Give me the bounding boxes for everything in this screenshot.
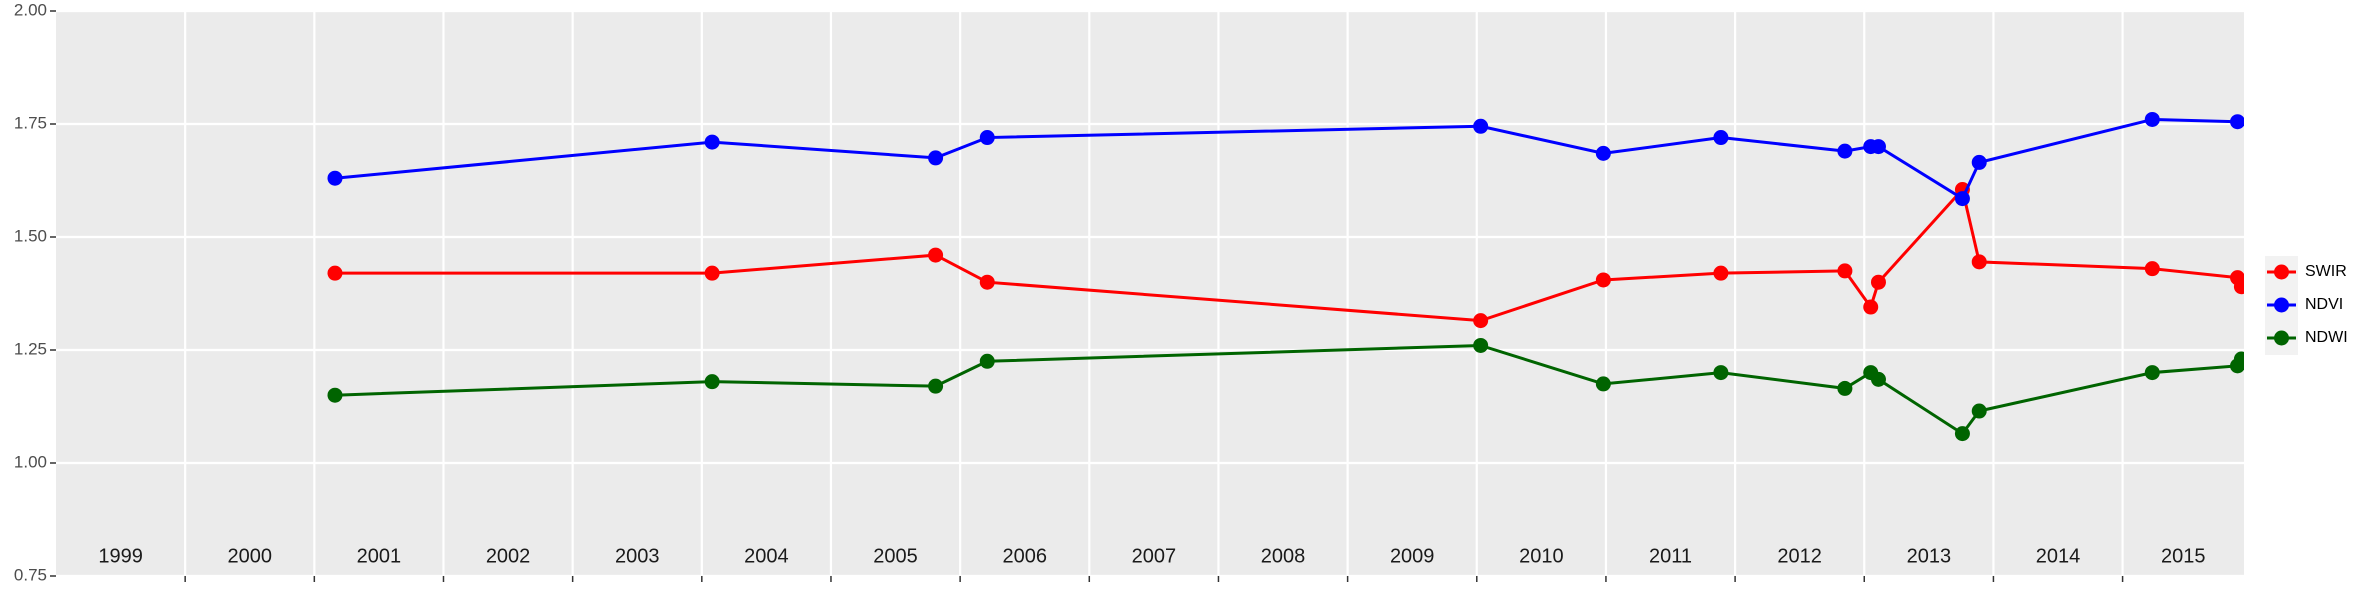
data-point [2144,261,2160,277]
y-tick-label: 1.25 [14,339,47,358]
data-point [1870,274,1886,290]
data-point [1595,272,1611,288]
data-point [1971,254,1987,270]
data-point [1971,403,1987,419]
year-label: 2006 [1002,545,1047,567]
data-point [1954,426,1970,442]
grid [56,9,2244,578]
data-point [704,265,720,281]
data-point [2144,365,2160,381]
data-point [2233,351,2244,367]
data-point [1713,130,1729,146]
year-label: 2010 [1519,545,1564,567]
data-point [1837,380,1853,396]
year-label: 2008 [1261,545,1306,567]
legend-label: NDVI [2305,296,2343,313]
year-label: 2001 [357,545,402,567]
data-point [979,130,995,146]
data-point [1954,191,1970,207]
year-label: 2000 [227,545,272,567]
y-tick-label: 1.50 [14,226,47,245]
data-point [1713,365,1729,381]
legend-marker [2274,297,2289,313]
data-point [2230,114,2244,130]
data-point [928,247,944,263]
data-point [1870,371,1886,387]
data-point [1473,313,1489,329]
data-point [979,353,995,369]
year-label: 2003 [615,545,660,567]
axes: 0.75 1.00 1.25 1.50 1.75 2.00 1999 2000 2001 2002… [14,0,2206,584]
y-tick-label: 1.00 [14,452,47,471]
data-point [1595,376,1611,392]
data-point [928,378,944,394]
data-point [928,150,944,166]
legend-marker [2274,330,2289,346]
data-point [1473,337,1489,353]
year-label: 2012 [1777,545,1822,567]
series-layer [327,111,2244,442]
data-point [327,170,343,186]
data-point [1870,139,1886,155]
year-label: 2004 [744,545,789,567]
y-tick-label: 1.75 [14,113,47,132]
data-point [1837,143,1853,159]
legend-label: SWIR [2305,263,2347,280]
year-label: 2005 [873,545,918,567]
data-point [2233,279,2244,295]
data-point [704,374,720,390]
year-label: 2002 [486,545,531,567]
data-point [1595,145,1611,161]
year-label: 2011 [1649,545,1692,567]
data-point [1837,263,1853,279]
year-label: 2007 [1132,545,1177,567]
legend-label: NDWI [2305,329,2348,346]
legend-marker [2274,264,2289,280]
data-point [1971,154,1987,170]
data-point [979,274,995,290]
data-point [1863,299,1879,315]
data-point [1713,265,1729,281]
data-point [327,265,343,281]
data-point [704,134,720,150]
data-point [327,387,343,403]
year-label: 1999 [98,545,143,567]
year-label: 2009 [1390,545,1435,567]
data-point [2144,111,2160,127]
y-tick-label: 0.75 [14,565,47,584]
year-label: 2015 [2161,545,2206,567]
y-tick-label: 2.00 [14,0,47,19]
data-point [1473,118,1489,134]
year-label: 2013 [1907,545,1952,567]
year-label: 2014 [2036,545,2081,567]
